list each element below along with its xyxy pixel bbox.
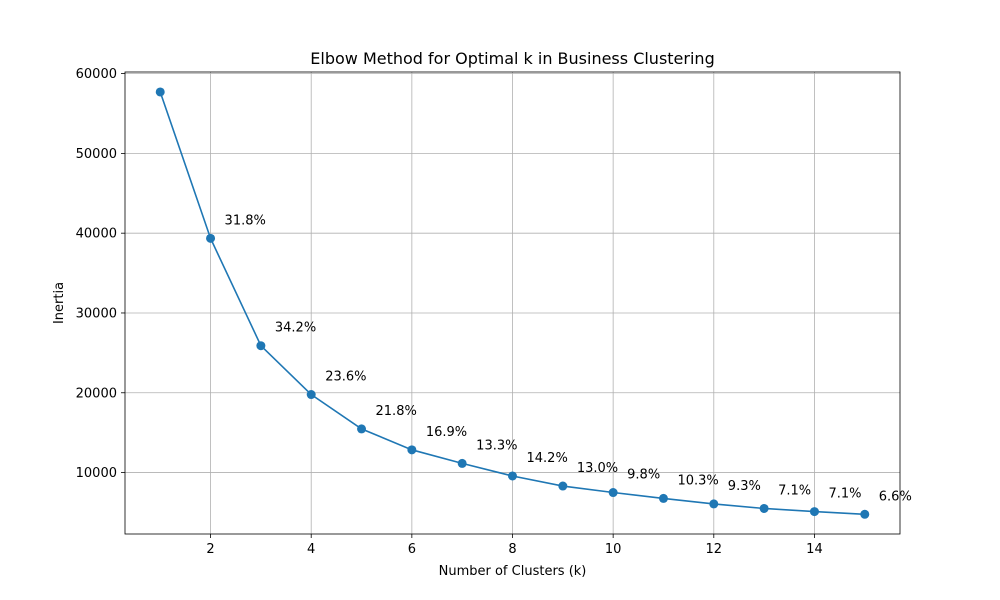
percent-drop-label: 13.3% bbox=[476, 438, 517, 453]
percent-drop-label: 7.1% bbox=[778, 483, 811, 498]
x-tick-label: 4 bbox=[307, 542, 315, 557]
y-tick-label: 10000 bbox=[76, 466, 117, 481]
percent-drop-label: 9.3% bbox=[728, 479, 761, 494]
x-axis-ticks: 2 4 6 8 10 12 14 bbox=[206, 534, 823, 557]
data-point bbox=[658, 493, 668, 503]
data-point bbox=[357, 424, 367, 434]
percent-drop-label: 9.8% bbox=[627, 468, 660, 483]
percent-drop-label: 23.6% bbox=[325, 370, 366, 385]
y-tick-label: 60000 bbox=[76, 67, 117, 82]
y-tick-label: 30000 bbox=[76, 306, 117, 321]
series-layer bbox=[155, 87, 870, 519]
percent-drop-label: 31.8% bbox=[225, 213, 266, 228]
y-tick-label: 50000 bbox=[76, 147, 117, 162]
x-axis-label: Number of Clusters (k) bbox=[439, 564, 587, 579]
y-tick-label: 20000 bbox=[76, 386, 117, 401]
y-axis-label: Inertia bbox=[52, 282, 67, 324]
percent-drop-label: 10.3% bbox=[677, 473, 718, 488]
x-tick-label: 14 bbox=[806, 542, 823, 557]
annotations-layer: 31.8% 34.2% 23.6% 21.8% 16.9% 13.3% 14.2% 13.0%… bbox=[225, 213, 912, 504]
x-tick-label: 6 bbox=[408, 542, 416, 557]
data-point bbox=[809, 507, 819, 517]
data-point bbox=[608, 488, 618, 498]
percent-drop-label: 21.8% bbox=[376, 404, 417, 419]
percent-drop-label: 34.2% bbox=[275, 321, 316, 336]
data-point bbox=[155, 87, 165, 97]
data-point bbox=[709, 499, 719, 509]
x-tick-label: 2 bbox=[206, 542, 214, 557]
y-axis-ticks: 10000 20000 30000 40000 50000 60000 bbox=[76, 67, 125, 481]
chart-title: Elbow Method for Optimal k in Business C… bbox=[310, 49, 714, 68]
data-point bbox=[508, 471, 517, 481]
x-tick-label: 10 bbox=[605, 542, 622, 557]
data-point bbox=[407, 445, 417, 455]
data-point bbox=[206, 233, 216, 243]
data-point bbox=[256, 341, 266, 351]
grid-lines bbox=[125, 72, 900, 534]
data-point bbox=[860, 509, 870, 519]
x-tick-label: 12 bbox=[706, 542, 723, 557]
percent-drop-label: 7.1% bbox=[828, 487, 861, 502]
data-point bbox=[457, 458, 467, 468]
percent-drop-label: 16.9% bbox=[426, 425, 467, 440]
percent-drop-label: 14.2% bbox=[527, 451, 568, 466]
data-point bbox=[306, 390, 316, 400]
x-tick-label: 8 bbox=[508, 542, 516, 557]
percent-drop-label: 6.6% bbox=[879, 489, 912, 504]
data-point bbox=[759, 503, 769, 513]
y-tick-label: 40000 bbox=[76, 227, 117, 242]
data-point bbox=[558, 481, 568, 491]
percent-drop-label: 13.0% bbox=[577, 461, 618, 476]
